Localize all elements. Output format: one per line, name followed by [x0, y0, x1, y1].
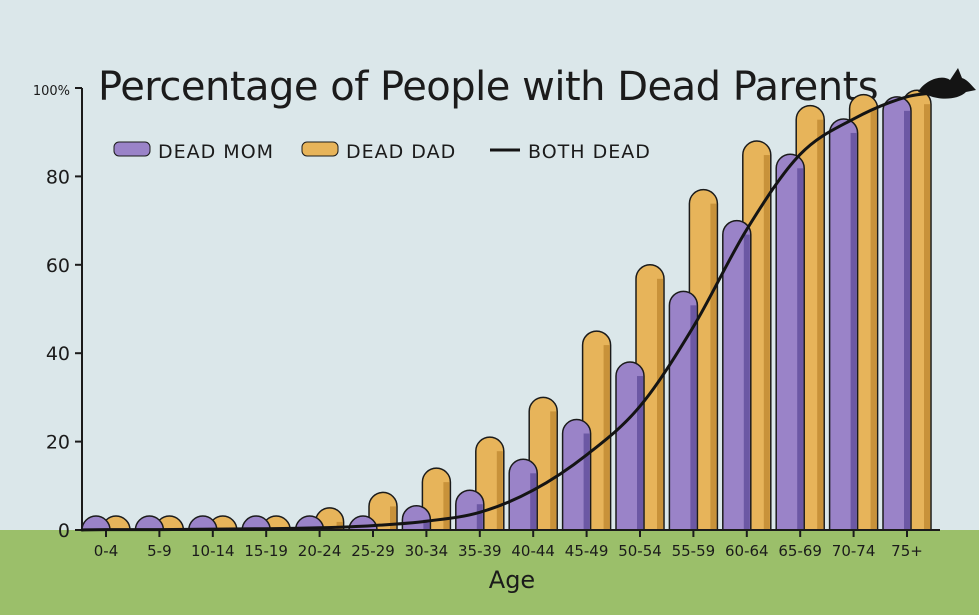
- legend: DEAD MOM DEAD DAD BOTH DEAD: [113, 141, 651, 163]
- y-tick-label: 0: [58, 520, 70, 542]
- x-tick-label: 45-49: [565, 542, 609, 560]
- bar-dead-dad-shade: [924, 104, 930, 531]
- x-axis-title: Age: [489, 566, 535, 594]
- x-tick-label: 20-24: [298, 542, 342, 560]
- y-tick-label: 80: [46, 166, 70, 188]
- bar-dead-mom-15-19: [241, 515, 271, 531]
- bar-dead-mom-5-9: [134, 515, 165, 531]
- legend-label-dead-mom: DEAD MOM: [158, 141, 274, 163]
- legend-label-both-dead: BOTH DEAD: [528, 141, 651, 163]
- bar-dead-dad-shade: [550, 411, 557, 530]
- bar-dead-mom-shade: [530, 473, 537, 530]
- bar-dead-mom-shade: [743, 234, 750, 530]
- bar-dead-mom-shade: [476, 504, 483, 530]
- bar-dead-dad-shade: [710, 203, 717, 530]
- legend-swatch-dead-dad: [301, 141, 339, 157]
- chart-title: Percentage of People with Dead Parents: [98, 64, 878, 110]
- x-tick-label: 50-54: [618, 542, 662, 560]
- x-tick-label: 0-4: [94, 542, 119, 560]
- x-tick-label: 70-74: [832, 542, 876, 560]
- ground-strip: [0, 530, 979, 615]
- bar-dead-dad-shade: [657, 278, 663, 530]
- x-tick-label: 5-9: [147, 542, 172, 560]
- y-tick-label: 60: [46, 255, 70, 277]
- bar-dead-dad-shade: [443, 482, 450, 530]
- x-tick-label: 65-69: [778, 542, 822, 560]
- bar-dead-mom-10-14: [188, 515, 218, 531]
- bars-group: [81, 89, 932, 531]
- bar-dead-mom-0-4: [81, 515, 111, 531]
- x-tick-label: 25-29: [351, 542, 395, 560]
- bar-dead-dad-shade: [390, 506, 396, 530]
- x-tick-label: 15-19: [244, 542, 288, 560]
- y-axis-ticks: 0 20 40 60 80 100%: [33, 84, 82, 542]
- bar-dead-mom-shade: [850, 132, 857, 530]
- bar-dead-dad-shade: [763, 155, 770, 531]
- x-tick-label: 35-39: [458, 542, 502, 560]
- bar-dead-mom-shade: [797, 168, 804, 531]
- x-tick-label: 40-44: [511, 542, 555, 560]
- series-line-both-dead: [80, 90, 950, 532]
- bar-dead-mom-shade: [637, 376, 643, 530]
- bar-dead-mom-shade: [690, 305, 697, 530]
- y-tick-label: 100%: [33, 84, 70, 99]
- x-tick-label: 75+: [891, 542, 923, 560]
- bar-dead-mom-shade: [583, 433, 590, 530]
- x-tick-label: 55-59: [672, 542, 716, 560]
- x-tick-label: 30-34: [405, 542, 449, 560]
- legend-swatch-dead-mom: [113, 141, 151, 157]
- y-tick-label: 20: [46, 432, 70, 454]
- legend-label-dead-dad: DEAD DAD: [346, 141, 456, 163]
- crow-icon: [918, 68, 976, 99]
- x-axis-ticks: 0-4 5-9 10-14 15-19 20-24 25-29 30-34 35-39 40-4…: [94, 530, 923, 560]
- bar-dead-mom-shade: [904, 110, 910, 530]
- bar-dead-mom-shade: [423, 519, 430, 530]
- y-tick-label: 40: [46, 343, 70, 365]
- x-tick-label: 10-14: [191, 542, 235, 560]
- bar-dead-dad-shade: [496, 451, 503, 530]
- x-tick-label: 60-64: [725, 542, 769, 560]
- bar-dead-dad-shade: [870, 108, 877, 530]
- bar-dead-dad-shade: [817, 119, 824, 531]
